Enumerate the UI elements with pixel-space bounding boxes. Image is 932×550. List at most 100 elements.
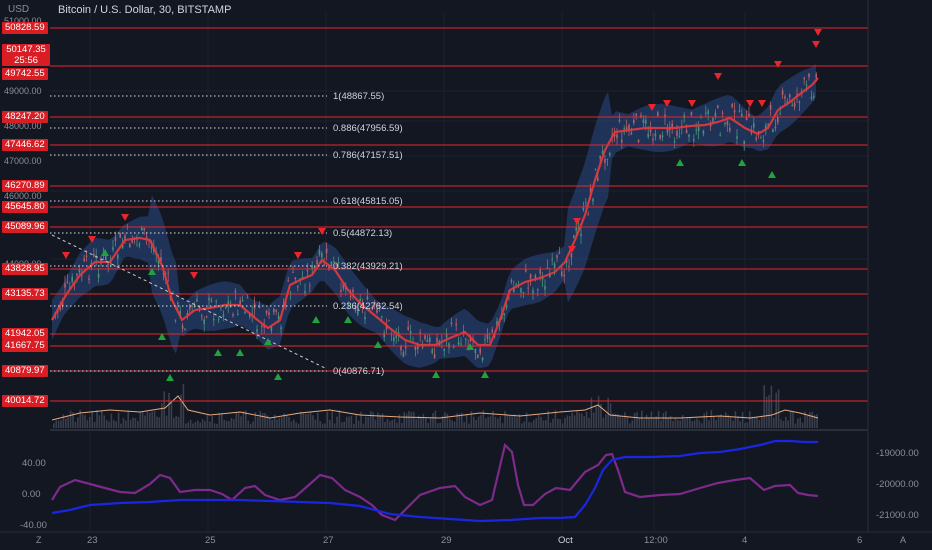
volume-bar	[612, 413, 614, 428]
volume-bar	[187, 422, 189, 428]
volume-bar	[65, 418, 67, 428]
candle-body	[78, 268, 81, 273]
chart-title[interactable]: Bitcoin / U.S. Dollar, 30, BITSTAMP	[58, 4, 232, 16]
volume-bar	[581, 413, 583, 428]
candle-body	[477, 354, 479, 359]
volume-bar	[655, 416, 657, 428]
candle-body	[599, 155, 601, 159]
candle-body	[489, 337, 491, 339]
candle-body	[232, 314, 234, 316]
candle-body	[762, 140, 765, 142]
volume-bar	[461, 412, 463, 428]
down-arrow	[814, 29, 822, 36]
candle-body	[767, 123, 769, 126]
up-arrow	[676, 159, 684, 166]
candle-body	[589, 188, 592, 194]
candle-body	[450, 322, 453, 325]
level-label: 47446.62	[2, 139, 48, 151]
candle-body	[769, 105, 772, 110]
up-arrow	[344, 316, 352, 323]
up-arrow	[768, 171, 776, 178]
candle-body	[117, 255, 119, 259]
candle-body	[697, 126, 700, 132]
candle-body	[378, 303, 381, 308]
candle-body	[791, 104, 793, 106]
volume-bar	[209, 421, 211, 428]
candle-body	[777, 117, 779, 123]
fib-label: 0(40876.71)	[333, 366, 385, 377]
volume-bar	[417, 415, 420, 428]
volume-bar	[626, 417, 629, 428]
volume-bar	[617, 413, 619, 428]
candle-body	[796, 93, 798, 95]
candle-body	[306, 270, 309, 272]
volume-bar	[353, 423, 355, 428]
down-arrow	[294, 252, 302, 259]
volume-bar	[341, 422, 343, 428]
volume-bar	[228, 421, 230, 428]
candle-body	[505, 305, 508, 308]
candle-body	[724, 122, 726, 125]
candle-body	[371, 306, 373, 310]
candle-body	[297, 285, 299, 288]
level-label: 50828.59	[2, 22, 48, 34]
candle-body	[201, 315, 203, 317]
candle-body	[755, 137, 757, 140]
volume-bar	[307, 413, 309, 428]
volume-bar	[501, 423, 504, 428]
volume-bar	[401, 422, 403, 428]
indicator-right-axis-label: -19000.00	[876, 448, 919, 459]
volume-bar	[189, 419, 192, 428]
time-axis-label: 25	[205, 535, 216, 546]
volume-bar	[425, 418, 427, 428]
up-arrow	[312, 316, 320, 323]
volume-bar	[513, 414, 516, 428]
up-arrow	[158, 333, 166, 340]
volume-bar	[329, 419, 331, 428]
candle-body	[93, 253, 95, 257]
candle-body	[66, 281, 69, 283]
volume-bar	[197, 420, 199, 428]
volume-bar	[489, 416, 492, 428]
timezone-toggle-icon[interactable]: Z	[36, 535, 42, 545]
volume-bar	[602, 417, 605, 428]
volume-bar	[624, 412, 626, 428]
candle-body	[85, 255, 88, 257]
volume-bar	[468, 423, 470, 428]
candle-body	[453, 346, 455, 348]
volume-bar	[564, 417, 566, 428]
volume-bar	[302, 413, 305, 428]
volume-bar	[103, 415, 105, 428]
candle-body	[570, 253, 573, 258]
volume-bar	[173, 417, 175, 428]
volume-bar	[129, 419, 132, 428]
volume-bar	[763, 385, 765, 428]
volume-bar	[312, 415, 314, 428]
volume-bar	[225, 420, 228, 428]
volume-bar	[288, 417, 290, 428]
volume-bar	[458, 413, 461, 428]
candle-body	[112, 247, 114, 251]
volume-bar	[259, 411, 261, 428]
auto-scale-icon[interactable]: A	[900, 535, 907, 545]
volume-bar	[473, 416, 475, 428]
trend-line[interactable]	[51, 234, 326, 369]
candle-body	[373, 302, 376, 306]
fib-label: 1(48867.55)	[333, 91, 385, 102]
candle-body	[174, 319, 177, 321]
volume-bar	[101, 410, 103, 428]
candle-body	[97, 273, 100, 278]
candle-body	[388, 320, 390, 322]
volume-bar	[789, 410, 792, 428]
candle-body	[160, 256, 162, 262]
volume-bar	[204, 421, 206, 428]
volume-bar	[686, 417, 689, 428]
volume-bar	[151, 411, 153, 428]
candle-body	[138, 244, 141, 246]
volume-bar	[770, 385, 773, 428]
candle-body	[294, 277, 297, 280]
volume-bar	[665, 411, 667, 428]
volume-bar	[739, 421, 741, 428]
volume-bar	[689, 417, 691, 428]
